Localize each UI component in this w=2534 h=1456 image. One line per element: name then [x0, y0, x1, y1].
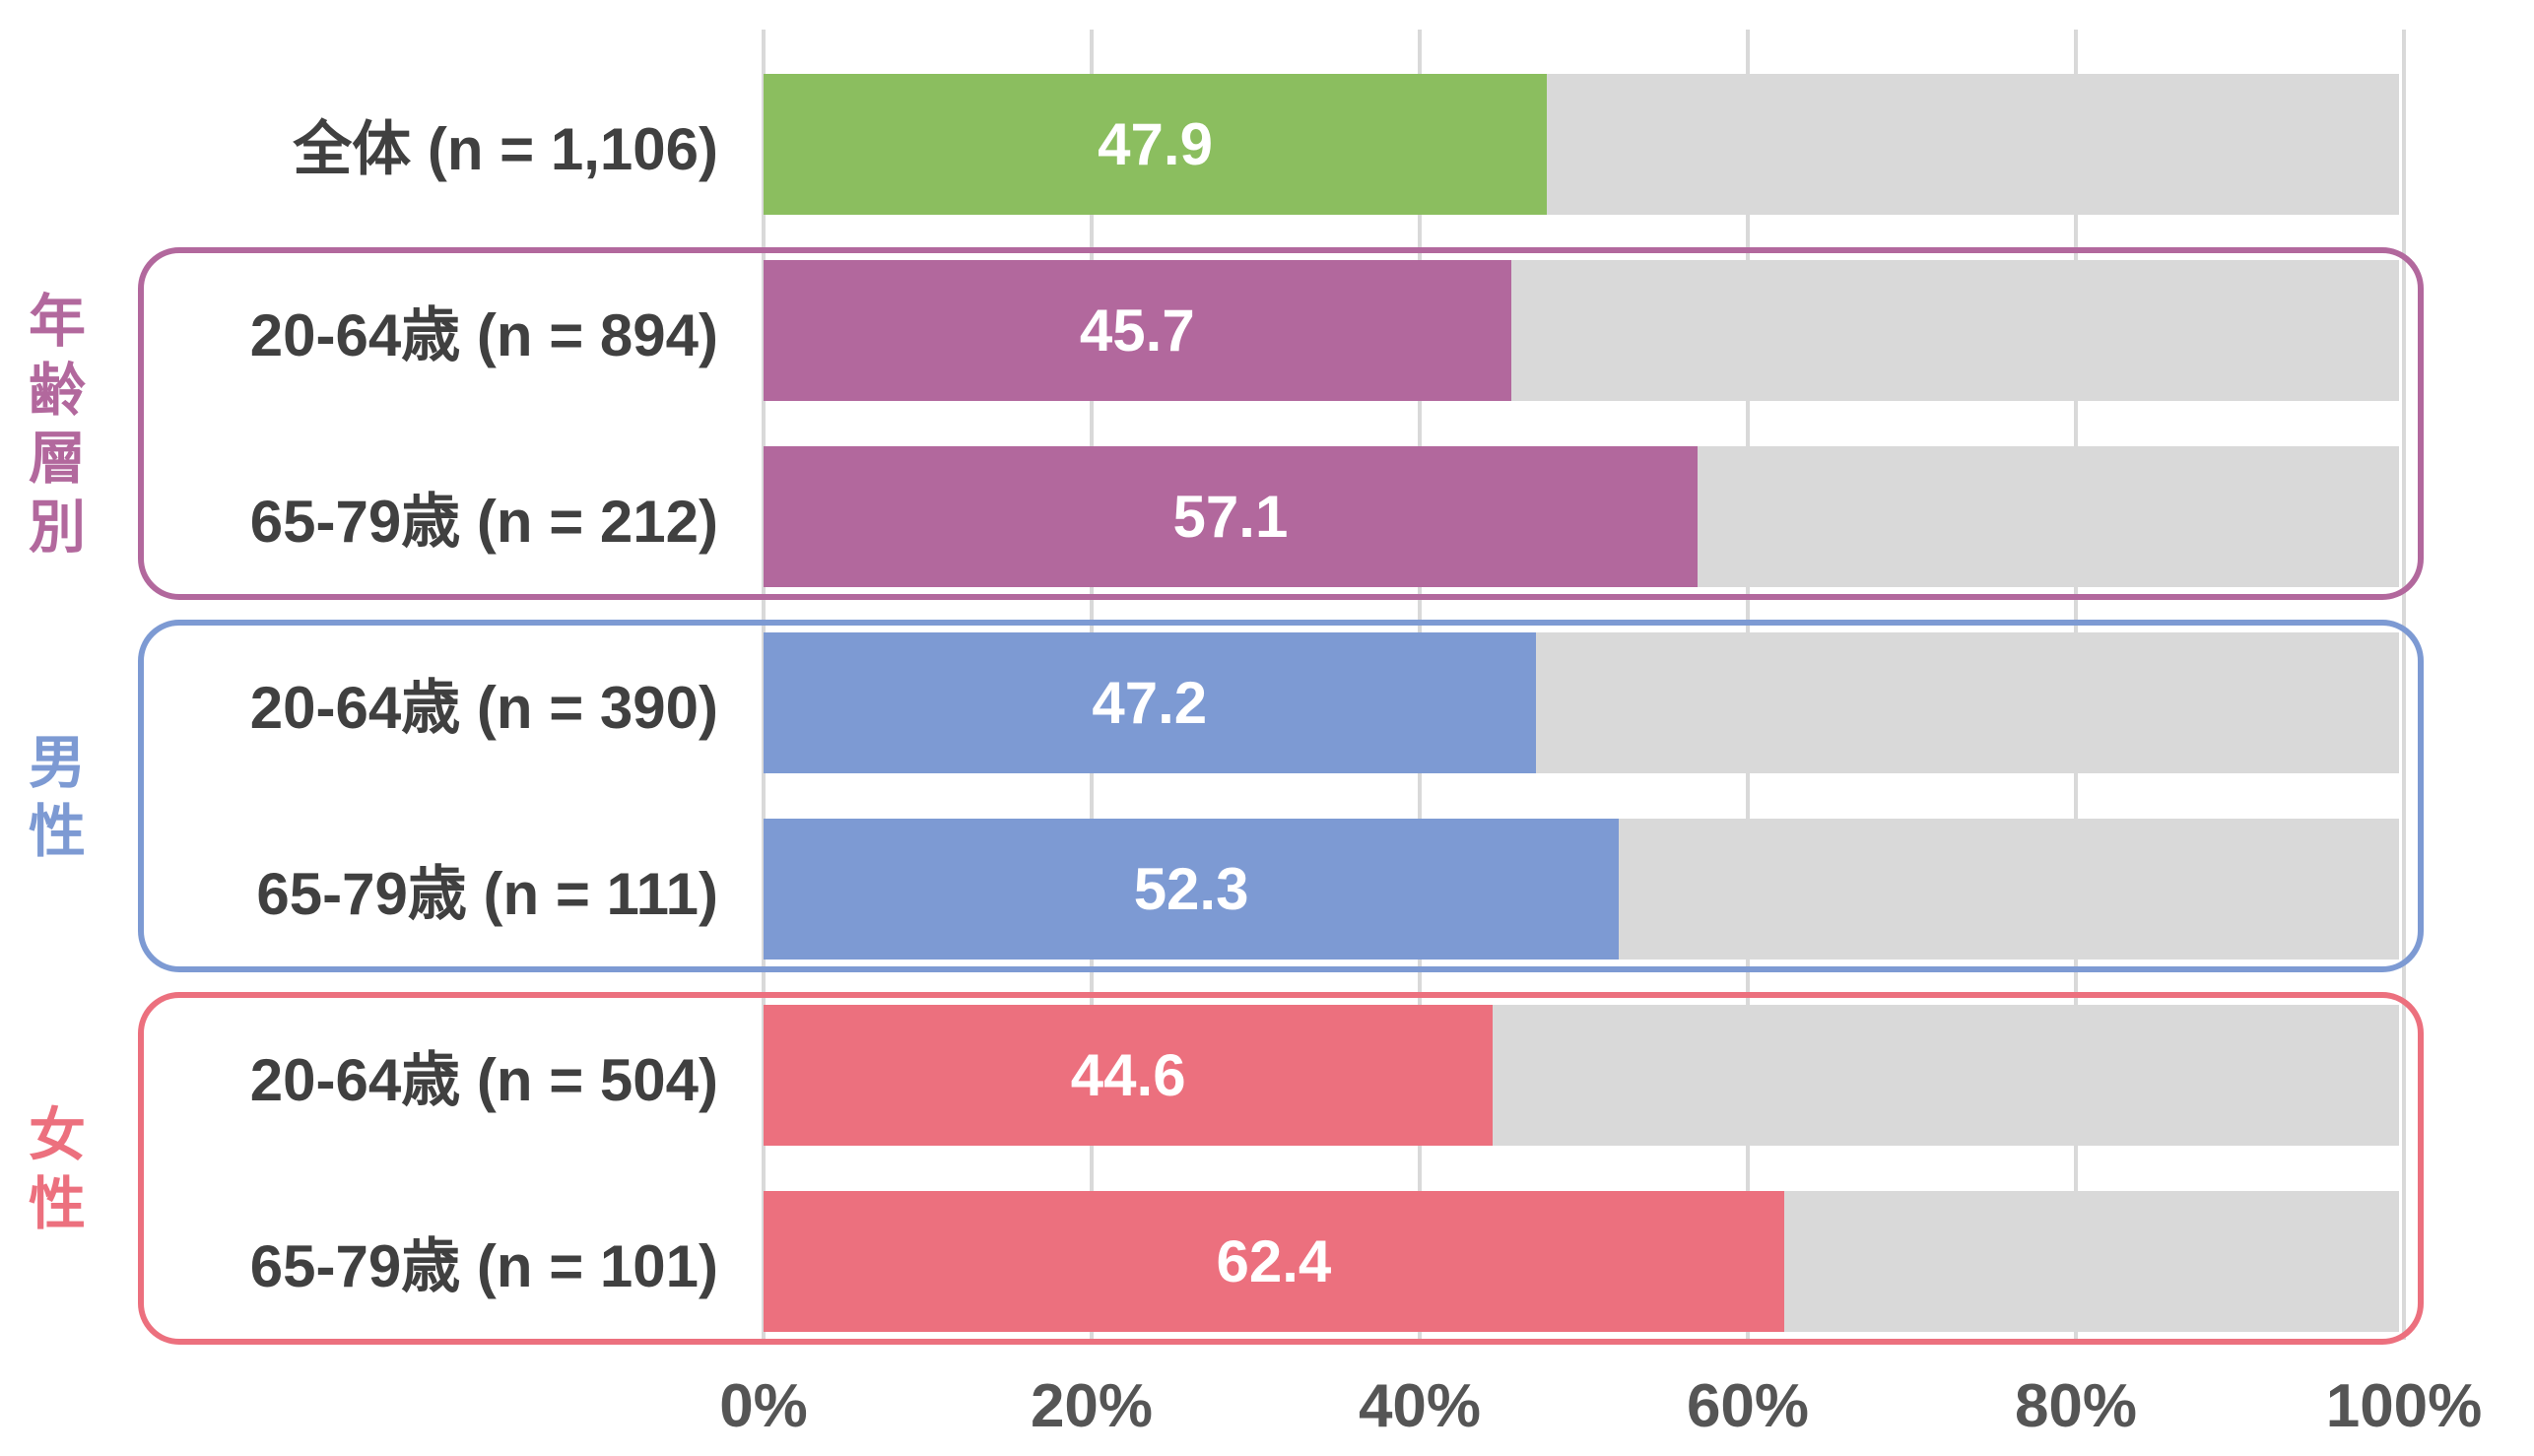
- bar-track: 47.2: [764, 632, 2399, 773]
- bar-row-male-20-64: 20-64歳 (n = 390) 47.2: [0, 610, 2534, 796]
- group-label-age: 年齢層別: [28, 290, 86, 560]
- row-label: 65-79歳 (n = 111): [256, 861, 718, 927]
- group-box-female: [138, 992, 2424, 1345]
- bar-fill: 47.2: [764, 632, 1536, 773]
- bar-track: 44.6: [764, 1005, 2399, 1146]
- bar-fill: 47.9: [764, 74, 1548, 215]
- row-label: 65-79歳 (n = 212): [249, 489, 718, 555]
- bar-fill: 57.1: [764, 446, 1698, 587]
- bar-fill: 44.6: [764, 1005, 1494, 1146]
- row-label: 20-64歳 (n = 390): [249, 675, 718, 741]
- bar-fill: 52.3: [764, 819, 1620, 960]
- bar-track: 45.7: [764, 260, 2399, 401]
- row-label: 65-79歳 (n = 101): [249, 1233, 718, 1299]
- x-axis-tick-100: 100%: [2325, 1372, 2483, 1440]
- bar-row-female-20-64: 20-64歳 (n = 504) 44.6: [0, 982, 2534, 1168]
- group-label-female: 女性: [28, 1103, 86, 1236]
- x-axis-tick-60: 60%: [1686, 1372, 1810, 1440]
- bar-fill: 45.7: [764, 260, 1511, 401]
- bar-track: 57.1: [764, 446, 2399, 587]
- bar-value: 52.3: [1133, 856, 1249, 922]
- group-box-age: [138, 247, 2424, 600]
- gridline-100pct: [2402, 30, 2406, 1340]
- x-axis-tick-80: 80%: [2014, 1372, 2138, 1440]
- bar-row-overall: 全体 (n = 1,106) 47.9: [0, 51, 2534, 237]
- bar-fill: 62.4: [764, 1191, 1784, 1332]
- row-label: 全体 (n = 1,106): [293, 116, 718, 182]
- bar-value: 57.1: [1172, 484, 1289, 550]
- bar-track: 52.3: [764, 819, 2399, 960]
- bar-track: 47.9: [764, 74, 2399, 215]
- bar-value: 47.9: [1098, 111, 1213, 177]
- bar-value: 45.7: [1079, 298, 1195, 364]
- bar-value: 62.4: [1216, 1228, 1332, 1294]
- bar-row-male-65-79: 65-79歳 (n = 111) 52.3: [0, 796, 2534, 982]
- x-axis-tick-20: 20%: [1030, 1372, 1154, 1440]
- bar-value: 47.2: [1092, 670, 1208, 736]
- x-axis-tick-0: 0%: [719, 1372, 808, 1440]
- bar-value: 44.6: [1070, 1042, 1186, 1108]
- row-label: 20-64歳 (n = 894): [249, 302, 718, 368]
- x-axis-tick-40: 40%: [1358, 1372, 1482, 1440]
- bar-row-age-65-79: 65-79歳 (n = 212) 57.1: [0, 424, 2534, 610]
- bar-track: 62.4: [764, 1191, 2399, 1332]
- row-label: 20-64歳 (n = 504): [249, 1047, 718, 1113]
- bar-rows: 全体 (n = 1,106) 47.9 20-64歳 (n = 894) 45.…: [0, 51, 2534, 1355]
- bar-row-female-65-79: 65-79歳 (n = 101) 62.4: [0, 1168, 2534, 1355]
- bar-row-age-20-64: 20-64歳 (n = 894) 45.7: [0, 237, 2534, 424]
- group-label-male: 男性: [28, 731, 86, 864]
- group-box-male: [138, 620, 2424, 972]
